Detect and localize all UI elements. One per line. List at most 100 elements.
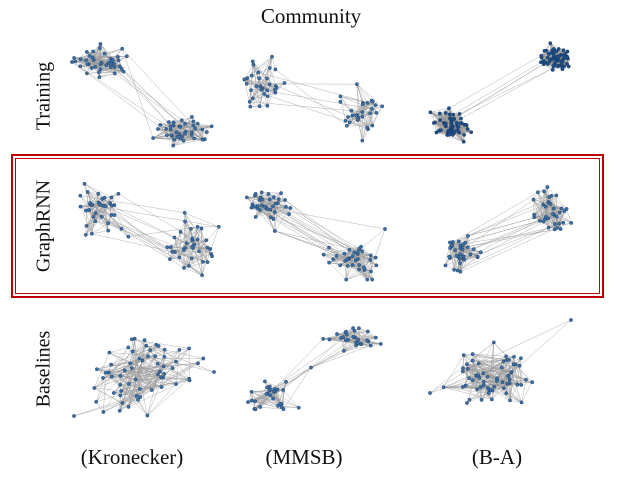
- graph-node: [344, 333, 349, 337]
- graph-edge: [91, 230, 109, 234]
- graph-node: [95, 367, 99, 372]
- graph-edge: [128, 226, 198, 237]
- graph-node: [456, 239, 461, 244]
- graph-edge: [457, 227, 549, 271]
- graph-node: [100, 196, 105, 201]
- graph-node: [447, 112, 452, 117]
- graph-node: [360, 102, 365, 107]
- graph-edge: [464, 256, 478, 260]
- graph-edge: [80, 195, 185, 214]
- graph-edge: [472, 353, 527, 380]
- graph-node: [553, 222, 557, 226]
- graph-node: [192, 242, 197, 247]
- graph-node: [168, 124, 173, 129]
- graph-edge: [534, 208, 554, 215]
- graph-node: [182, 210, 187, 215]
- graph-node: [85, 62, 90, 67]
- graph-graphrnn-ba: [443, 185, 574, 274]
- graph-node: [253, 191, 258, 196]
- graph-node: [569, 318, 573, 322]
- graph-node: [368, 253, 373, 258]
- graph-edge: [462, 367, 482, 401]
- graph-node: [103, 204, 108, 209]
- graph-node: [380, 104, 385, 109]
- graph-node: [182, 266, 186, 270]
- graph-node: [205, 260, 210, 264]
- graph-edge: [197, 239, 208, 248]
- graph-edge: [282, 389, 299, 408]
- graph-node: [85, 190, 90, 194]
- graph-edge: [201, 228, 203, 276]
- graph-node: [428, 110, 433, 115]
- graph-training-kronecker: [70, 42, 214, 148]
- graph-node: [343, 338, 348, 343]
- graph-node: [263, 379, 267, 384]
- graph-node: [260, 203, 264, 208]
- graph-node: [539, 53, 544, 58]
- graph-node: [287, 212, 291, 216]
- graph-node: [118, 373, 123, 378]
- graph-node: [162, 347, 167, 352]
- graph-edge: [186, 243, 212, 255]
- graph-edge: [96, 367, 132, 402]
- graph-node: [260, 197, 264, 202]
- graph-edge: [255, 193, 274, 198]
- graph-edge: [354, 330, 376, 338]
- graph-node: [447, 106, 451, 111]
- graph-node: [209, 124, 214, 129]
- graph-node: [456, 125, 461, 130]
- graph-edge: [184, 212, 219, 228]
- graph-node: [204, 130, 209, 134]
- graph-node: [249, 398, 254, 403]
- graph-node: [531, 197, 536, 202]
- graph-edge: [128, 371, 161, 385]
- graph-node: [151, 136, 155, 140]
- graph-node: [357, 267, 361, 272]
- graph-node: [447, 254, 452, 259]
- graph-edge: [84, 183, 112, 198]
- graph-edge: [87, 191, 109, 231]
- graph-node: [112, 61, 116, 66]
- graph-edge: [533, 199, 549, 228]
- graph-baseline-mmsb: [246, 326, 383, 412]
- graph-edge: [92, 55, 127, 58]
- graph-node: [90, 55, 95, 60]
- graph-node: [93, 211, 98, 215]
- graph-node: [465, 366, 470, 371]
- graph-node: [193, 126, 198, 131]
- graph-node: [117, 64, 122, 69]
- graph-node: [112, 71, 117, 76]
- graph-node: [129, 337, 134, 342]
- graph-node: [492, 385, 497, 389]
- graph-edge: [264, 381, 284, 391]
- graph-node: [126, 345, 131, 350]
- graph-node: [327, 245, 331, 250]
- graph-training-ba: [428, 41, 571, 144]
- graph-node: [459, 116, 463, 121]
- graph-node: [347, 120, 352, 125]
- graph-node: [249, 73, 254, 78]
- graph-edge: [533, 203, 551, 215]
- graph-edge: [244, 56, 273, 80]
- graph-edge: [340, 337, 376, 339]
- graph-node: [360, 114, 365, 119]
- graph-node: [373, 335, 378, 340]
- graph-edge: [553, 48, 568, 52]
- graph-node: [70, 60, 74, 64]
- graph-node: [296, 405, 301, 410]
- graph-node: [547, 195, 551, 199]
- graph-node: [87, 54, 92, 58]
- graph-node: [138, 395, 143, 399]
- graph-edge: [259, 78, 268, 107]
- graph-node: [491, 340, 496, 345]
- graph-node: [276, 403, 280, 408]
- graph-edge: [449, 254, 461, 257]
- graph-node: [461, 353, 466, 357]
- graph-node: [559, 206, 564, 211]
- graph-node: [251, 62, 256, 67]
- graph-edge: [266, 207, 337, 257]
- graph-node: [552, 47, 556, 51]
- graph-node: [200, 127, 205, 132]
- graph-node: [457, 112, 462, 116]
- graph-node: [486, 391, 491, 396]
